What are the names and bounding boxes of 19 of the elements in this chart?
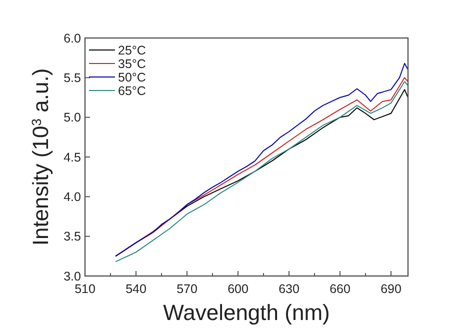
legend-label: 35°C — [118, 56, 146, 71]
legend-label: 65°C — [118, 84, 146, 98]
y-tick-label: 5.5 — [64, 71, 82, 86]
y-tick-label: 3.0 — [64, 269, 82, 284]
x-tick-label: 570 — [176, 282, 198, 296]
x-tick-label: 690 — [380, 282, 402, 296]
x-tick-label: 600 — [228, 282, 248, 296]
y-tick-label: 6.0 — [64, 31, 82, 46]
y-tick-label: 3.5 — [64, 230, 82, 244]
y-tick-label: 4.0 — [64, 190, 82, 204]
legend-label: 50°C — [118, 70, 146, 84]
x-tick-label: 660 — [330, 282, 350, 296]
x-axis-title: Wavelength (nm) — [163, 300, 330, 325]
x-tick-label: 630 — [278, 282, 300, 296]
x-tick-label: 540 — [126, 282, 146, 296]
x-tick-label: 510 — [74, 282, 96, 296]
y-tick-label: 5.0 — [64, 110, 82, 125]
legend-label: 25°C — [118, 43, 146, 58]
y-tick-label: 4.5 — [64, 150, 82, 164]
